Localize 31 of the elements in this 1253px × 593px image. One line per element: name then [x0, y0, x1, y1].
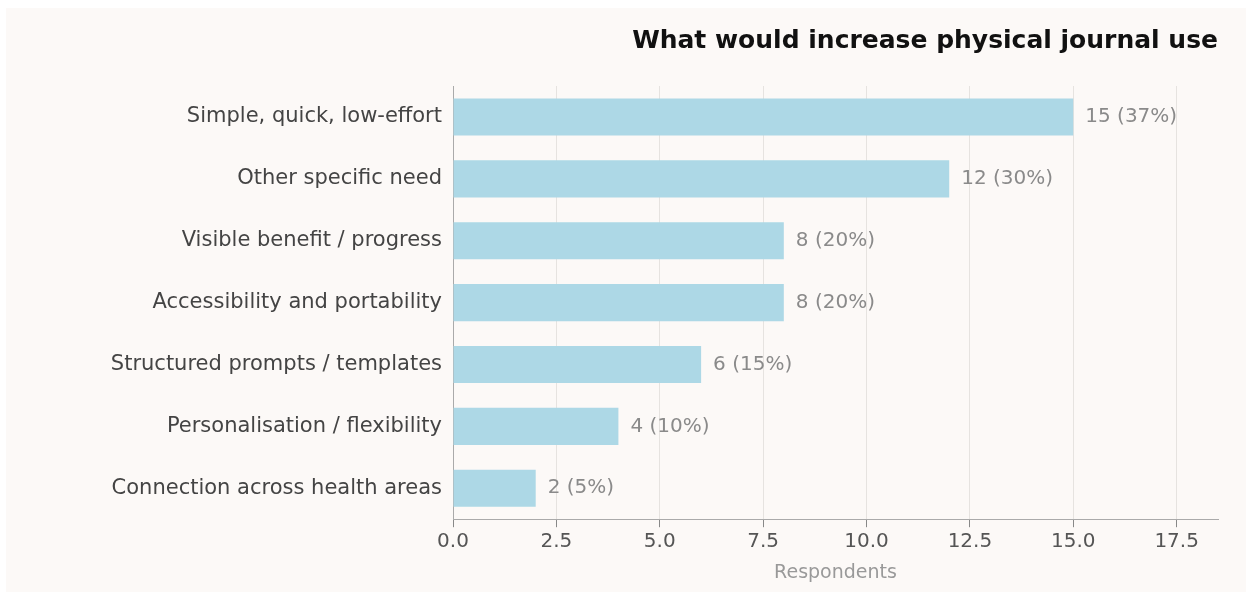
y-tick-label: Simple, quick, low-effort: [186, 103, 442, 128]
y-tick-label: Personalisation / flexibility: [166, 412, 442, 437]
bar: [453, 222, 784, 260]
data-label: 2 (5%): [547, 474, 615, 499]
data-label: 15 (37%): [1085, 103, 1178, 128]
data-label: 12 (30%): [961, 165, 1054, 190]
y-tick-label: Visible benefit / progress: [181, 227, 442, 252]
data-label: 4 (10%): [630, 412, 710, 437]
y-tick-label: Structured prompts / templates: [110, 350, 442, 375]
x-tick-label: 15.0: [1051, 528, 1096, 553]
data-label: 8 (20%): [795, 288, 875, 313]
x-tick-label: 5.0: [643, 528, 676, 553]
bar: [453, 469, 536, 507]
x-tick-label: 12.5: [947, 528, 993, 553]
bar: [453, 345, 702, 384]
x-tick-label: 7.5: [747, 528, 780, 553]
x-tick-label: 2.5: [540, 528, 573, 553]
x-tick-label: 0.0: [437, 528, 469, 553]
bar: [453, 98, 1074, 136]
x-tick-label: 10.0: [844, 528, 889, 553]
x-tick-label: 17.5: [1154, 528, 1199, 553]
y-tick-label: Other specific need: [237, 165, 442, 190]
chart-title: What would increase physical journal use: [632, 24, 1218, 54]
x-axis-title: Respondents: [774, 559, 897, 582]
data-label: 6 (15%): [713, 350, 793, 375]
y-tick-label: Accessibility and portability: [152, 289, 442, 314]
y-tick-label: Connection across health areas: [111, 474, 442, 499]
bar: [453, 160, 950, 198]
data-label: 8 (20%): [795, 226, 875, 251]
bar: [453, 407, 619, 445]
bar: [453, 284, 784, 322]
